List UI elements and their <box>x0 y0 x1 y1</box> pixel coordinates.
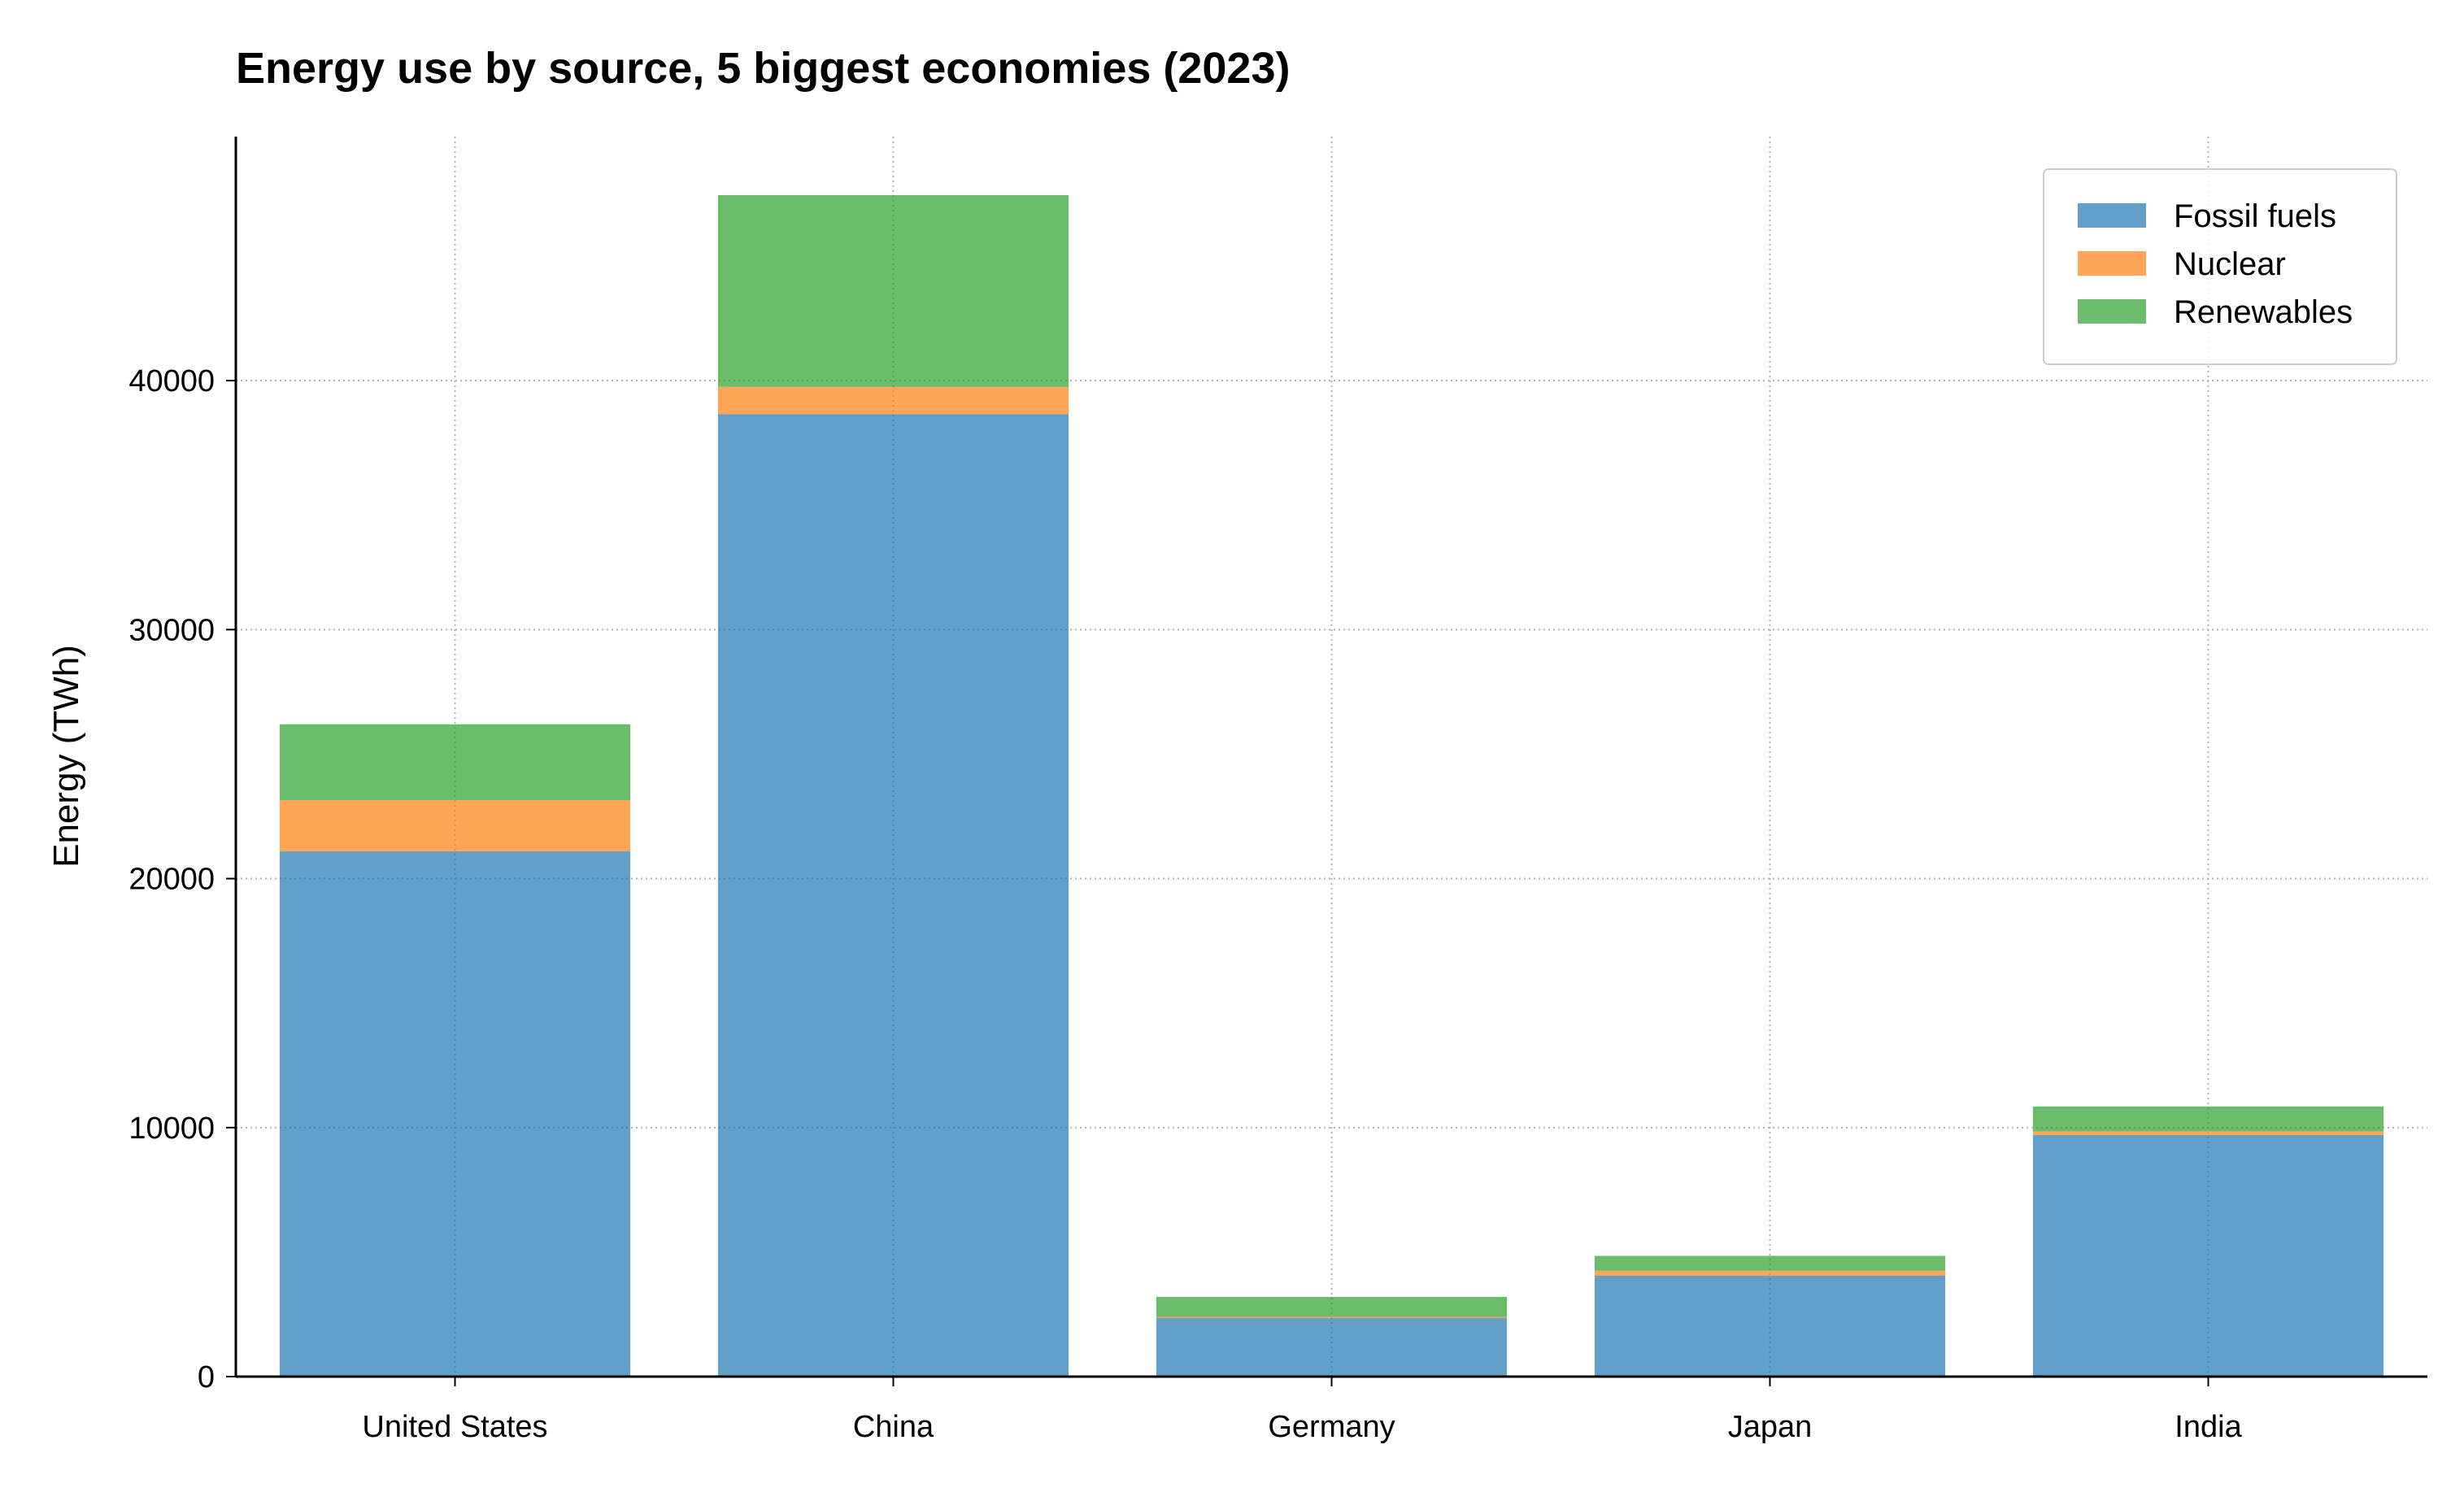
y-tick-label: 40000 <box>128 364 215 398</box>
legend-swatch-renewables <box>2078 299 2146 324</box>
chart-title: Energy use by source, 5 biggest economie… <box>236 44 1290 93</box>
bar-china-renewables <box>717 194 1069 387</box>
bar-united-states-renewables <box>279 724 631 801</box>
legend-label-fossil-fuels: Fossil fuels <box>2174 198 2336 234</box>
bar-germany-fossil-fuels <box>1156 1318 1508 1377</box>
bar-germany-renewables <box>1156 1297 1508 1317</box>
y-tick-label: 30000 <box>128 613 215 647</box>
legend: Fossil fuels Nuclear Renewables <box>2043 168 2397 365</box>
x-tick-label-japan: Japan <box>1728 1410 1813 1444</box>
y-tick-label: 20000 <box>128 863 215 897</box>
bar-china-fossil-fuels <box>717 414 1069 1377</box>
bar-united-states-fossil-fuels <box>279 851 631 1377</box>
bar-india-nuclear <box>2032 1131 2384 1135</box>
axes <box>226 137 2427 1386</box>
bar-united-states-nuclear <box>279 800 631 851</box>
x-tick-label-united-states: United States <box>362 1410 547 1444</box>
legend-swatch-nuclear <box>2078 251 2146 276</box>
legend-label-renewables: Renewables <box>2174 294 2353 330</box>
bars <box>279 194 2384 1377</box>
y-tick-label: 0 <box>198 1360 215 1394</box>
x-tick-label-india: India <box>2175 1410 2242 1444</box>
tick-labels: 0 10000 20000 30000 40000 United States China G… <box>128 364 2242 1444</box>
bar-china-nuclear <box>717 386 1069 415</box>
legend-label-nuclear: Nuclear <box>2174 246 2286 282</box>
y-axis-label: Energy (TWh) <box>46 645 86 868</box>
bar-germany-nuclear <box>1156 1316 1508 1319</box>
x-tick-label-germany: Germany <box>1268 1410 1395 1444</box>
bar-japan-renewables <box>1594 1255 1946 1271</box>
legend-swatch-fossil-fuels <box>2078 203 2146 228</box>
y-tick-label: 10000 <box>128 1112 215 1146</box>
bar-india-fossil-fuels <box>2032 1134 2384 1377</box>
bar-japan-nuclear <box>1594 1270 1946 1276</box>
x-tick-label-china: China <box>853 1410 934 1444</box>
bar-india-renewables <box>2032 1106 2384 1132</box>
bar-japan-fossil-fuels <box>1594 1275 1946 1377</box>
